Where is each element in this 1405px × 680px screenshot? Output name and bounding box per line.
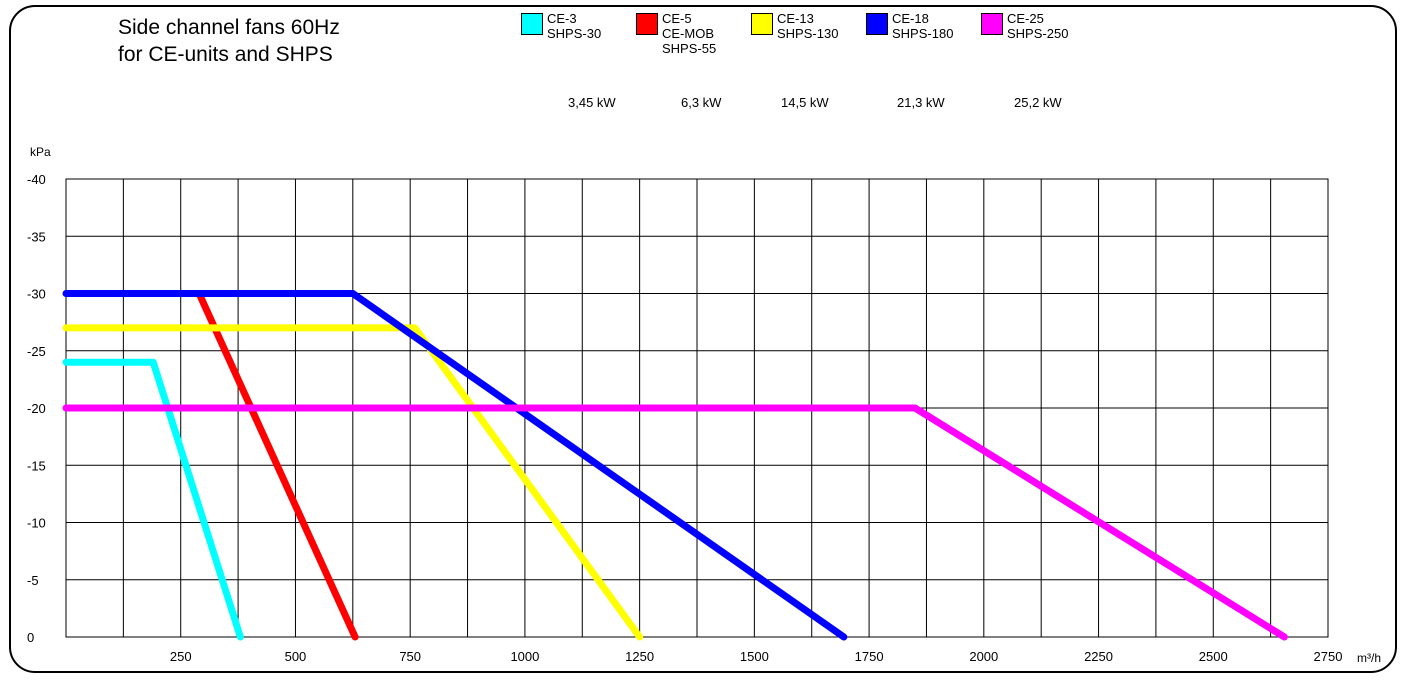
legend-swatch-ce-3 [521,13,543,35]
legend-label-line: SHPS-180 [892,26,954,41]
series-line-ce-18 [62,290,848,641]
series-line-ce-25 [62,404,1288,641]
power-label-ce-3: 3,45 kW [568,95,616,110]
y-tick-label: -10 [27,516,46,531]
power-label-ce-25: 25,2 kW [1014,95,1062,110]
x-tick-label: 1250 [625,649,654,664]
legend-label-line: SHPS-130 [777,26,839,41]
legend-item-ce-5: CE-5 CE-MOB SHPS-55 [636,11,716,56]
y-tick-label: -40 [27,172,46,187]
y-tick-label: -20 [27,401,46,416]
legend-item-ce-3: CE-3 SHPS-30 [521,11,601,41]
x-tick-label: 750 [399,649,421,664]
legend-label-line: SHPS-250 [1007,26,1069,41]
x-tick-label: 1500 [740,649,769,664]
legend-label-line: CE-3 [547,11,577,26]
legend-label-ce-18: CE-18 SHPS-180 [892,11,953,41]
y-tick-label: -25 [27,344,46,359]
x-tick-label: 2500 [1199,649,1228,664]
y-tick-label: -35 [27,229,46,244]
y-axis-label: kPa [30,145,51,159]
y-tick-label: 0 [27,630,34,645]
legend-swatch-ce-18 [866,13,888,35]
series-line-ce-3 [62,358,244,641]
x-tick-label: 2750 [1314,649,1343,664]
x-tick-label: 250 [170,649,192,664]
legend-swatch-ce-25 [981,13,1003,35]
legend-label-line: CE-MOB [662,26,714,41]
chart-title: Side channel fans 60Hz for CE-units and … [118,14,340,68]
legend-item-ce-13: CE-13 SHPS-130 [751,11,838,41]
legend-swatch-ce-5 [636,13,658,35]
chart-title-line-2: for CE-units and SHPS [118,43,333,66]
y-tick-label: -5 [27,573,39,588]
x-tick-label: 2000 [969,649,998,664]
legend-label-line: CE-18 [892,11,929,26]
series-line-ce-13 [62,324,644,641]
x-tick-label: 1000 [510,649,539,664]
legend-label-ce-13: CE-13 SHPS-130 [777,11,838,41]
legend-label-line: SHPS-55 [662,41,717,56]
legend-label-line: CE-25 [1007,11,1044,26]
power-label-ce-18: 21,3 kW [897,95,945,110]
y-tick-label: -30 [27,287,46,302]
chart-title-line-1: Side channel fans 60Hz [118,16,340,39]
series-line-ce-5 [195,290,359,641]
legend-label-line: CE-13 [777,11,814,26]
x-axis-label: m³/h [1357,651,1381,665]
power-label-ce-5: 6,3 kW [681,95,722,110]
legend-label-ce-25: CE-25 SHPS-250 [1007,11,1068,41]
legend-item-ce-25: CE-25 SHPS-250 [981,11,1068,41]
x-tick-label: 2250 [1084,649,1113,664]
y-tick-label: -15 [27,458,46,473]
power-label-ce-13: 14,5 kW [781,95,829,110]
x-tick-label: 1750 [855,649,884,664]
legend-item-ce-18: CE-18 SHPS-180 [866,11,953,41]
legend-label-ce-3: CE-3 SHPS-30 [547,11,601,41]
x-tick-label: 500 [285,649,307,664]
legend-label-line: CE-5 [662,11,692,26]
legend-label-line: SHPS-30 [547,26,602,41]
chart-frame [9,5,1397,673]
legend-swatch-ce-13 [751,13,773,35]
legend-label-ce-5: CE-5 CE-MOB SHPS-55 [662,11,716,56]
